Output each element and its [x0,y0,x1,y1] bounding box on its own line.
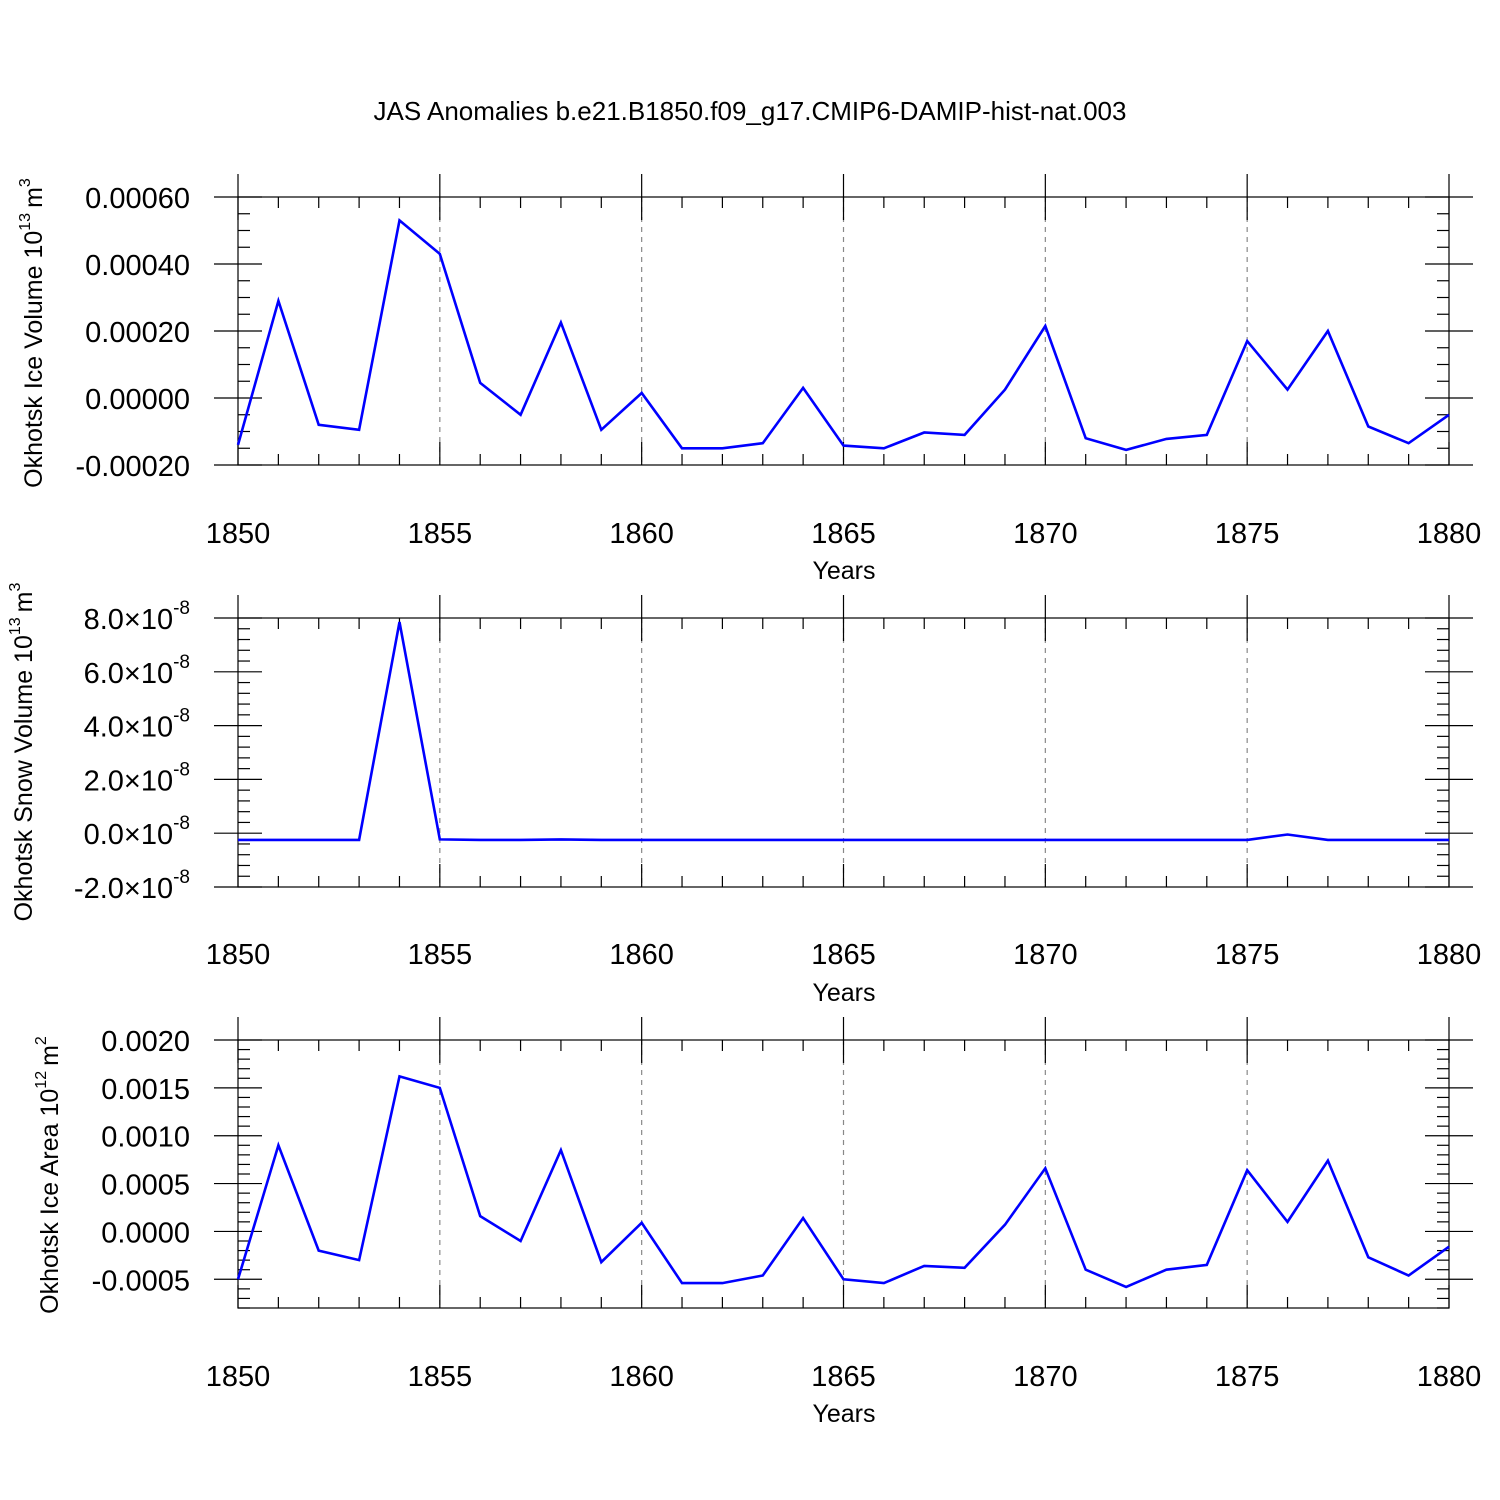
y-tick-label: -0.00020 [76,451,191,483]
x-tick-label: 1880 [1417,939,1482,971]
ylabel-ice-area-main: Okhotsk Ice Area 10 [36,1089,64,1314]
y-tick-label: 0.0020 [101,1026,190,1058]
x-tick-label: 1850 [206,1361,271,1393]
x-tick-label: 1860 [609,1361,674,1393]
y-tick-label: -2.0×10-8 [74,867,190,905]
y-tick-label: 0.00040 [85,250,190,282]
figure-title: JAS Anomalies b.e21.B1850.f09_g17.CMIP6-… [374,96,1127,126]
x-tick-label: 1870 [1013,1361,1078,1393]
ylabel-ice-volume-main: Okhotsk Ice Volume 10 [20,231,48,488]
panel-snow-volume: Okhotsk Snow Volume 1013 m3 Years 1850 185… [7,583,1481,1008]
xlabel-snow-volume: Years [812,979,875,1007]
x-tick-label: 1860 [609,939,674,971]
series-line [236,1074,1450,1289]
y-tick-label: 0.0010 [101,1122,190,1154]
y-tick-label: 4.0×10-8 [84,706,190,744]
x-tick-label: 1880 [1417,1361,1482,1393]
y-tick-label: 0.0015 [101,1074,190,1106]
x-tick-label: 1875 [1215,518,1280,550]
xlabel-ice-volume: Years [812,557,875,585]
y-tick-label: 0.0×10-8 [84,813,190,851]
series-line [238,621,1449,842]
ylabel-snow-volume-unit-exp: 3 [7,583,24,592]
x-tick-label: 1865 [811,939,876,971]
series-line [236,217,1450,452]
y-tick-label: -0.0005 [92,1265,190,1297]
x-tick-label: 1870 [1013,939,1078,971]
y-tick-label: 0.0000 [101,1217,190,1249]
x-tick-label: 1865 [811,1361,876,1393]
panel-ice-area: Okhotsk Ice Area 1012 m2 Years 1850 1855 18… [33,1017,1481,1428]
panel-ice-volume: Okhotsk Ice Volume 1013 m3 Years 1850 1855… [17,174,1481,585]
ylabel-ice-volume: Okhotsk Ice Volume 1013 m3 [17,178,48,488]
x-tick-label: 1855 [408,939,473,971]
ylabel-ice-area-unit-exp: 2 [33,1036,50,1045]
y-tick-label: 2.0×10-8 [84,759,190,797]
x-tick-label: 1855 [408,1361,473,1393]
x-tick-label: 1850 [206,939,271,971]
x-tick-label: 1870 [1013,518,1078,550]
ylabel-snow-volume-exp: 13 [7,617,24,635]
y-tick-label: 0.00000 [85,384,190,416]
x-tick-label: 1865 [811,518,876,550]
y-tick-label: 0.0005 [101,1170,190,1202]
ylabel-ice-volume-unit-exp: 3 [17,178,34,187]
xlabel-ice-area: Years [812,1400,875,1428]
x-tick-label: 1860 [609,518,674,550]
x-tick-label: 1880 [1417,518,1482,550]
ylabel-ice-area-unit: m [36,1045,64,1066]
y-tick-label: 0.00060 [85,183,190,215]
ylabel-ice-volume-unit: m [20,187,48,208]
ylabel-snow-volume-unit: m [10,592,38,613]
ylabel-snow-volume-main: Okhotsk Snow Volume 10 [10,635,38,921]
ylabel-snow-volume: Okhotsk Snow Volume 1013 m3 [7,583,38,922]
y-tick-label: 8.0×10-8 [84,598,190,636]
y-tick-label: 0.00020 [85,317,190,349]
ylabel-ice-area-exp: 12 [33,1071,50,1089]
ylabel-ice-area: Okhotsk Ice Area 1012 m2 [33,1036,64,1314]
ylabel-ice-volume-exp: 13 [17,213,34,231]
x-tick-label: 1875 [1215,939,1280,971]
x-tick-label: 1850 [206,518,271,550]
x-tick-label: 1875 [1215,1361,1280,1393]
x-tick-label: 1855 [408,518,473,550]
y-tick-label: 6.0×10-8 [84,652,190,690]
